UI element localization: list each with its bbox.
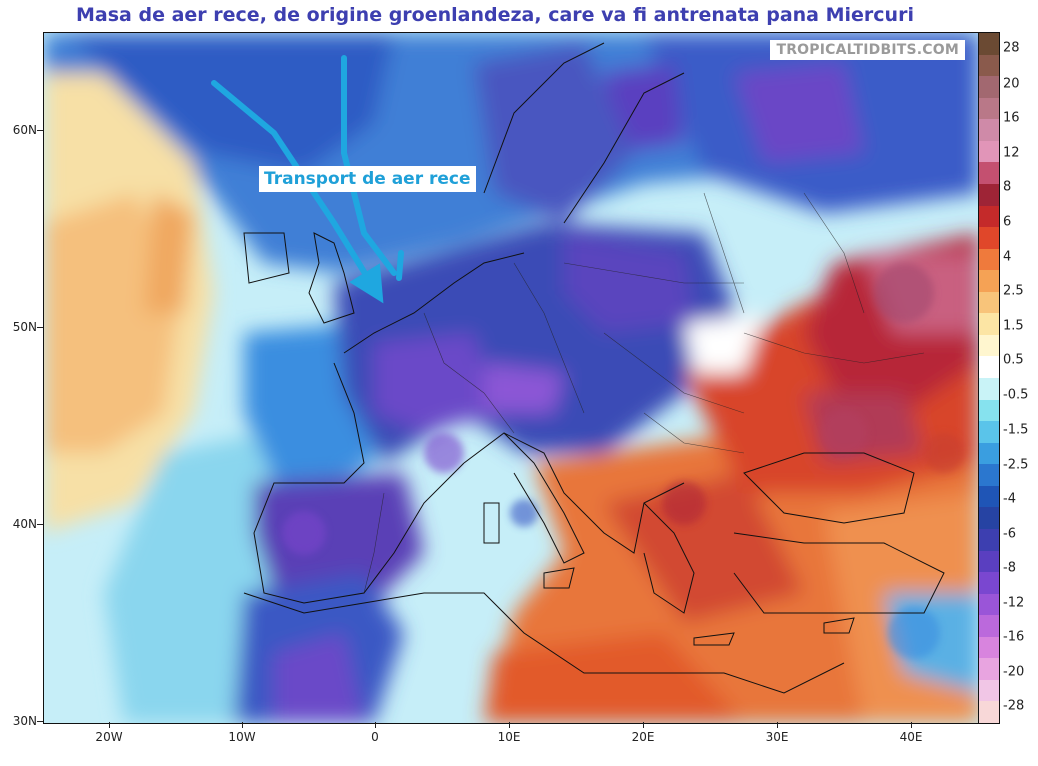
colorbar-label: -4: [1003, 491, 1016, 507]
colorbar-label: -12: [1003, 595, 1025, 611]
country-borders: [363, 192, 925, 594]
longitude-tick: [777, 722, 778, 728]
longitude-tick: [643, 722, 644, 728]
longitude-label: 40E: [899, 730, 923, 744]
colorbar-segment: [979, 485, 999, 508]
latitude-tick: [37, 327, 43, 328]
colorbar-segment: [979, 593, 999, 616]
colorbar-label: 4: [1003, 249, 1012, 265]
colorbar-label: 0.5: [1003, 352, 1024, 368]
colorbar-segment: [979, 119, 999, 142]
colorbar-segment: [979, 679, 999, 702]
latitude-tick: [37, 524, 43, 525]
colorbar-label: -2.5: [1003, 457, 1029, 473]
longitude-tick: [109, 722, 110, 728]
latitude-label: 60N: [12, 123, 37, 137]
longitude-tick: [509, 722, 510, 728]
colorbar-label: 1.5: [1003, 318, 1024, 334]
colorbar-segment: [979, 528, 999, 551]
colorbar-label: -1.5: [1003, 422, 1029, 438]
colorbar-segment: [979, 33, 999, 56]
colorbar-segment: [979, 615, 999, 638]
temperature-anomaly-map: TROPICALTIDBITS.COM Transport de aer rec…: [43, 32, 980, 724]
colorbar-segment: [979, 205, 999, 228]
colorbar-label: -8: [1003, 560, 1016, 576]
colorbar-label: 8: [1003, 179, 1012, 195]
colorbar-segment: [979, 378, 999, 401]
colorbar-segment: [979, 636, 999, 659]
watermark: TROPICALTIDBITS.COM: [770, 40, 965, 60]
colorbar-segment: [979, 227, 999, 250]
coastlines: [243, 42, 945, 694]
colorbar-segment: [979, 464, 999, 487]
colorbar-segment: [979, 291, 999, 314]
colorbar-segment: [979, 76, 999, 99]
colorbar-label: 20: [1003, 76, 1020, 92]
colorbar-label: -0.5: [1003, 387, 1029, 403]
colorbar-segment: [979, 399, 999, 422]
chart-title: Masa de aer rece, de origine groenlandez…: [76, 4, 914, 26]
colorbar-segment: [979, 701, 999, 723]
longitude-label: 20E: [631, 730, 655, 744]
colorbar-segment: [979, 162, 999, 185]
colorbar-segment: [979, 313, 999, 336]
longitude-tick: [242, 722, 243, 728]
colorbar-label: 2.5: [1003, 283, 1024, 299]
colorbar-segment: [979, 658, 999, 681]
colorbar-label: 16: [1003, 110, 1020, 126]
colorbar-label: -28: [1003, 698, 1025, 714]
colorbar-segment: [979, 248, 999, 271]
colorbar-label: 28: [1003, 40, 1020, 56]
latitude-label: 50N: [12, 320, 37, 334]
colorbar-segment: [979, 183, 999, 206]
colorbar-segment: [979, 442, 999, 465]
colorbar-segment: [979, 54, 999, 77]
latitude-tick: [37, 721, 43, 722]
colorbar-segment: [979, 270, 999, 293]
colorbar-segment: [979, 356, 999, 379]
colorbar-label: 12: [1003, 145, 1020, 161]
longitude-tick: [375, 722, 376, 728]
annotation-label: Transport de aer rece: [259, 166, 476, 192]
longitude-tick: [911, 722, 912, 728]
latitude-label: 40N: [12, 517, 37, 531]
map-canvas: [44, 33, 979, 723]
longitude-label: 10W: [228, 730, 256, 744]
latitude-tick: [37, 130, 43, 131]
longitude-label: 10E: [497, 730, 521, 744]
colorbar: [978, 32, 1000, 724]
colorbar-segment: [979, 334, 999, 357]
colorbar-segment: [979, 140, 999, 163]
colorbar-segment: [979, 421, 999, 444]
colorbar-segment: [979, 97, 999, 120]
latitude-label: 30N: [12, 714, 37, 728]
colorbar-segment: [979, 507, 999, 530]
colorbar-label: -6: [1003, 526, 1016, 542]
colorbar-label: -20: [1003, 664, 1025, 680]
longitude-label: 30E: [765, 730, 789, 744]
colorbar-segment: [979, 550, 999, 573]
colorbar-segment: [979, 572, 999, 595]
field-texture: [282, 263, 964, 659]
colorbar-label: -16: [1003, 629, 1025, 645]
anomaly-field: [44, 33, 979, 723]
longitude-label: 0: [371, 730, 379, 744]
longitude-label: 20W: [95, 730, 123, 744]
colorbar-label: 6: [1003, 214, 1012, 230]
